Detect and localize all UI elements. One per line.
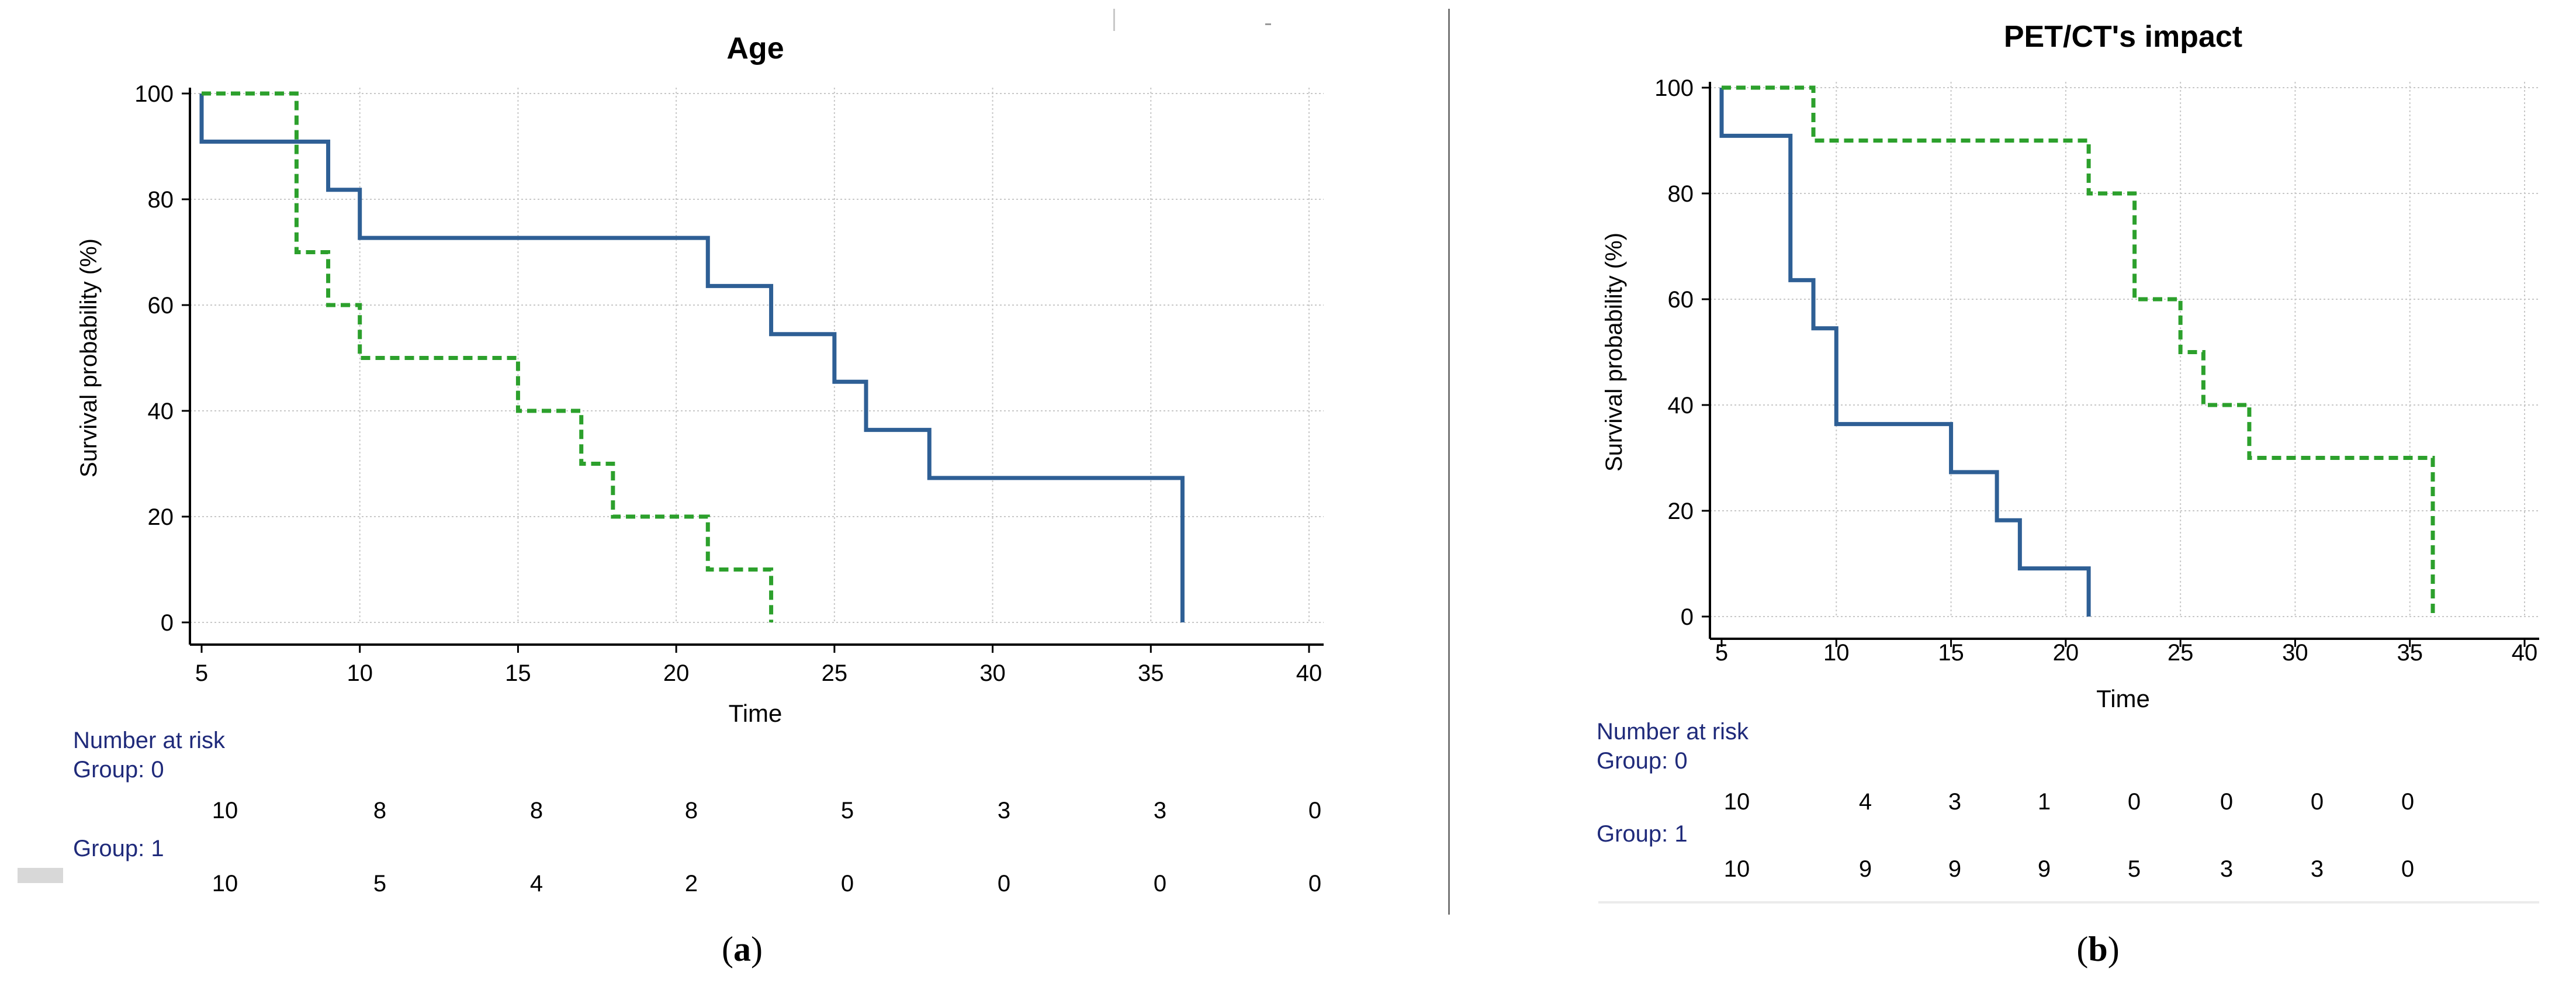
x-tick-label: 25 <box>2168 640 2194 666</box>
y-axis-label: Survival probability (%) <box>76 238 102 477</box>
risk-value-group-0: 0 <box>1308 798 1321 823</box>
x-tick-label: 10 <box>1823 640 1850 666</box>
survival-curve-group-1 <box>1722 85 2435 617</box>
y-tick-label: 0 <box>1681 604 1694 630</box>
risk-table-title: Number at risk <box>73 728 226 753</box>
x-tick-label: 35 <box>2397 640 2423 666</box>
panel-b: PET/CT's impact 5 10 15 20 25 30 35 40 0 20 40 60 80 1… <box>1449 0 2576 990</box>
survival-curve-group-0 <box>199 94 1185 622</box>
risk-value-group-1: 3 <box>2220 856 2233 882</box>
survival-curve-group-0 <box>1719 88 2091 617</box>
risk-value-group-1: 4 <box>530 871 543 896</box>
caption-b: (b) <box>2076 930 2120 968</box>
y-tick-label: 0 <box>161 610 174 636</box>
y-tick-label: 100 <box>1654 75 1694 101</box>
chart-title: PET/CT's impact <box>2004 20 2242 54</box>
risk-value-group-1: 3 <box>2311 856 2324 882</box>
risk-group-label-1: Group: 1 <box>73 836 164 861</box>
x-tick-label: 20 <box>2053 640 2079 666</box>
risk-value-group-0: 3 <box>998 798 1010 823</box>
risk-value-group-0: 5 <box>841 798 854 823</box>
risk-value-group-0: 0 <box>2401 789 2414 815</box>
risk-value-group-1: 9 <box>1859 856 1872 882</box>
risk-value-group-1: 0 <box>841 871 854 896</box>
risk-value-group-0: 10 <box>212 798 238 823</box>
risk-value-group-1: 0 <box>1154 871 1166 896</box>
risk-value-group-1: 5 <box>2128 856 2141 882</box>
x-tick-label: 20 <box>663 660 690 686</box>
y-tick-label: 20 <box>1668 499 1694 524</box>
risk-value-group-0: 1 <box>2038 789 2051 815</box>
risk-table-title: Number at risk <box>1597 719 1749 745</box>
x-tick-label: 30 <box>2282 640 2308 666</box>
chart-title: Age <box>726 32 784 65</box>
x-tick-label: 30 <box>979 660 1006 686</box>
survival-curve-group-1 <box>202 91 774 622</box>
y-tick-label: 20 <box>148 504 174 530</box>
risk-value-group-1: 0 <box>2401 856 2414 882</box>
y-tick-label: 40 <box>1668 393 1694 418</box>
panel-divider <box>1448 9 1450 915</box>
x-tick-label: 35 <box>1138 660 1164 686</box>
panel-a: Age 5 10 15 20 25 30 35 40 0 20 40 60 80 100 Time Surviv… <box>73 32 1324 968</box>
risk-value-group-1: 10 <box>1724 856 1750 882</box>
risk-value-group-0: 4 <box>1859 789 1872 815</box>
risk-value-group-0: 8 <box>530 798 543 823</box>
x-tick-label: 10 <box>347 660 373 686</box>
risk-value-group-1: 9 <box>1948 856 1961 882</box>
caption-a: (a) <box>722 930 763 968</box>
x-tick-label: 5 <box>1715 640 1728 666</box>
risk-value-group-0: 0 <box>2220 789 2233 815</box>
risk-value-group-1: 0 <box>998 871 1010 896</box>
y-tick-label: 100 <box>134 81 174 107</box>
y-tick-label: 80 <box>148 187 174 213</box>
decorative-mark <box>18 868 63 883</box>
risk-value-group-1: 2 <box>685 871 698 896</box>
risk-value-group-0: 0 <box>2311 789 2324 815</box>
x-tick-label: 40 <box>2512 640 2538 666</box>
risk-value-group-0: 8 <box>685 798 698 823</box>
risk-value-group-0: 0 <box>2128 789 2141 815</box>
risk-value-group-0: 3 <box>1948 789 1961 815</box>
risk-group-label-1: Group: 1 <box>1597 821 1688 847</box>
x-axis-label: Time <box>2096 685 2150 712</box>
risk-value-group-1: 5 <box>373 871 386 896</box>
risk-value-group-1: 0 <box>1308 871 1321 896</box>
x-tick-label: 5 <box>195 660 208 686</box>
risk-value-group-1: 10 <box>212 871 238 896</box>
risk-group-label-0: Group: 0 <box>1597 748 1688 774</box>
y-axis-label: Survival probability (%) <box>1601 233 1627 472</box>
risk-value-group-1: 9 <box>2038 856 2051 882</box>
risk-value-group-0: 10 <box>1724 789 1750 815</box>
y-tick-label: 80 <box>1668 181 1694 207</box>
x-tick-label: 25 <box>822 660 848 686</box>
risk-group-label-0: Group: 0 <box>73 757 164 783</box>
decorative-tick <box>1113 9 1115 31</box>
x-axis-label: Time <box>729 700 783 727</box>
x-tick-label: 15 <box>1938 640 1964 666</box>
y-tick-label: 60 <box>1668 287 1694 313</box>
x-tick-label: 40 <box>1296 660 1322 686</box>
decorative-dash <box>1265 23 1271 25</box>
risk-value-group-0: 3 <box>1154 798 1166 823</box>
y-tick-label: 60 <box>148 293 174 319</box>
panel-b-bottom-rule <box>1598 901 2539 904</box>
x-tick-label: 15 <box>505 660 531 686</box>
y-tick-label: 40 <box>148 399 174 424</box>
risk-value-group-0: 8 <box>373 798 386 823</box>
